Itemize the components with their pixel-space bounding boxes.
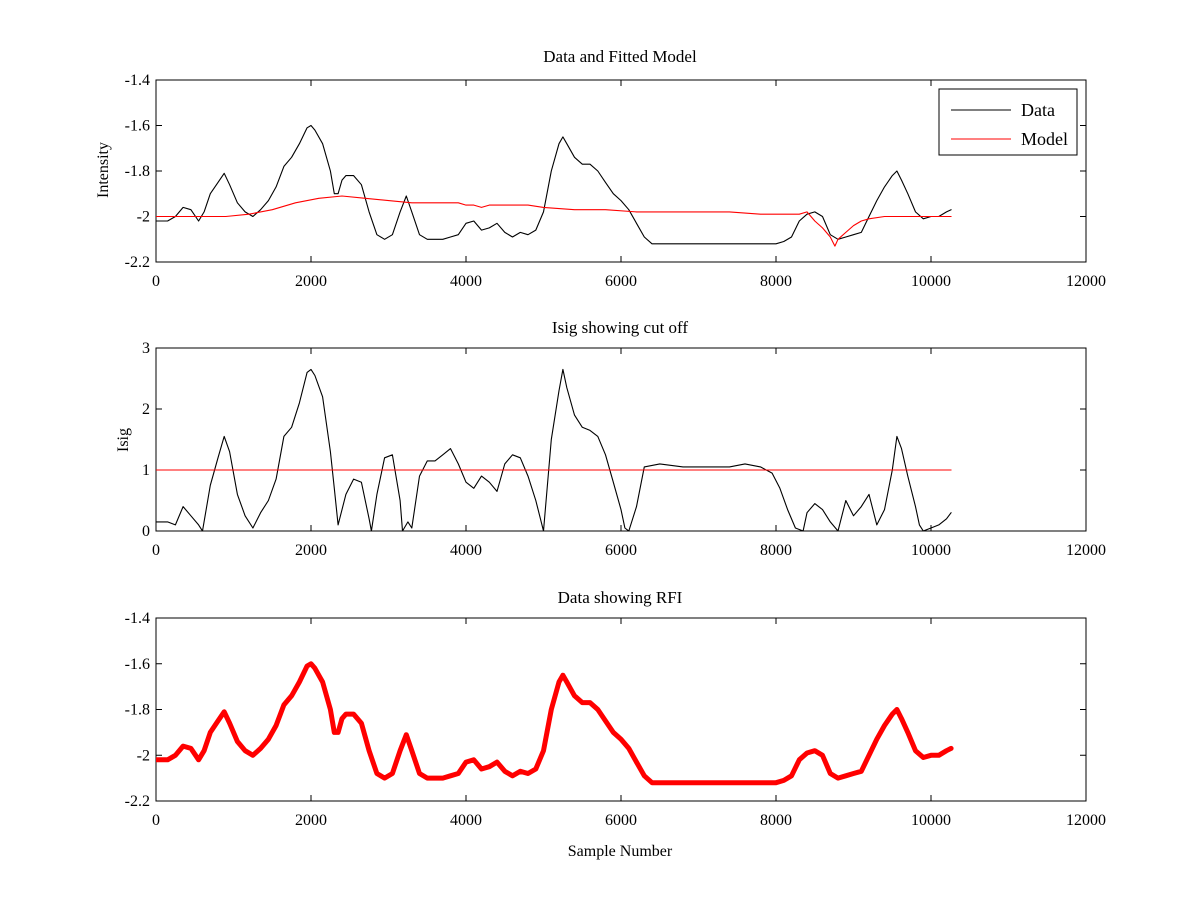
- x-tick-label: 10000: [911, 273, 951, 290]
- x-tick-label: 12000: [1066, 273, 1106, 290]
- chart-title: Data showing RFI: [558, 588, 683, 607]
- legend-label: Model: [1021, 129, 1068, 149]
- x-tick-label: 8000: [760, 812, 792, 829]
- legend-label: Data: [1021, 100, 1055, 120]
- x-tick-label: 12000: [1066, 542, 1106, 559]
- axes-box: [155, 79, 1087, 263]
- y-tick-label: 3: [142, 340, 150, 357]
- y-tick-label: -1.6: [125, 118, 150, 135]
- x-tick-label: 2000: [295, 812, 327, 829]
- x-tick-label: 6000: [605, 273, 637, 290]
- chart-title: Isig showing cut off: [552, 318, 688, 337]
- x-tick-label: 4000: [450, 542, 482, 559]
- series-line-0: [156, 661, 954, 786]
- x-tick-label: 2000: [295, 542, 327, 559]
- series-line-data: [156, 124, 952, 245]
- y-tick-label: -1.4: [125, 610, 150, 627]
- x-tick-label: 6000: [605, 542, 637, 559]
- axes-box: [155, 617, 1087, 802]
- x-tick-label: 6000: [605, 812, 637, 829]
- x-tick-label: 0: [152, 273, 160, 290]
- plot-area: 0 2000 4000 6000 8000 10000 12000 0 1 2 3: [142, 340, 1106, 559]
- y-tick-label: -1.8: [125, 702, 150, 719]
- x-tick-label: 10000: [911, 812, 951, 829]
- x-tick-label: 4000: [450, 812, 482, 829]
- x-tick-label: 8000: [760, 542, 792, 559]
- legend-box: [938, 88, 1078, 156]
- y-tick-label: -2: [137, 747, 150, 764]
- plot-area: 0 2000 4000 6000 8000 10000 12000 -2.2 -2 -1.8 -1.…: [125, 610, 1106, 829]
- y-axis-label: Isig: [115, 428, 132, 452]
- y-tick-label: -2.2: [125, 793, 150, 810]
- x-axis-label: Sample Number: [568, 843, 673, 860]
- x-tick-label: 0: [152, 542, 160, 559]
- y-tick-label: 2: [142, 401, 150, 418]
- panel-data-showing-rfi: Data showing RFI Sample Number 0 2000 4000…: [125, 588, 1106, 860]
- x-tick-label: 0: [152, 812, 160, 829]
- x-tick-label: 12000: [1066, 812, 1106, 829]
- y-tick-label: -1.4: [125, 72, 150, 89]
- y-tick-label: -2.2: [125, 254, 150, 271]
- chart-title: Data and Fitted Model: [543, 47, 697, 66]
- y-tick-label: 1: [142, 462, 150, 479]
- x-tick-label: 2000: [295, 273, 327, 290]
- y-tick-label: -2: [137, 209, 150, 226]
- x-tick-label: 8000: [760, 273, 792, 290]
- x-tick-label: 10000: [911, 542, 951, 559]
- panel-data-and-fitted-model: Data and Fitted Model Intensity 0 2000 400…: [95, 47, 1106, 290]
- plot-area: 0 2000 4000 6000 8000 10000 12000 -2.2 -2 -1.8 -1.…: [125, 72, 1106, 290]
- y-tick-label: 0: [142, 523, 150, 540]
- series-line-model: [156, 195, 952, 247]
- y-axis-label: Intensity: [95, 142, 112, 198]
- axes-box: [155, 347, 1087, 532]
- panel-isig-showing-cut-off: Isig showing cut off Isig 0 2000 4000 6000 8…: [115, 318, 1106, 559]
- legend: Data Model: [938, 88, 1078, 156]
- series-line-0: [156, 368, 952, 531]
- x-tick-label: 4000: [450, 273, 482, 290]
- y-tick-label: -1.6: [125, 656, 150, 673]
- y-tick-label: -1.8: [125, 163, 150, 180]
